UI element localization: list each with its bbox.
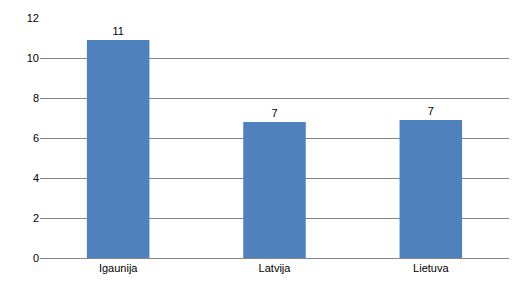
svg-text:4: 4 [33,172,39,184]
svg-text:2: 2 [33,212,39,224]
svg-text:12: 12 [27,12,39,24]
svg-text:7: 7 [428,105,434,117]
svg-text:10: 10 [27,52,39,64]
svg-text:6: 6 [33,132,39,144]
svg-text:7: 7 [271,107,277,119]
svg-text:Latvija: Latvija [259,262,292,274]
svg-text:Lietuva: Lietuva [413,262,449,274]
svg-text:0: 0 [33,252,39,264]
svg-text:11: 11 [112,25,123,37]
svg-text:8: 8 [33,92,39,104]
svg-text:Igaunija: Igaunija [99,262,138,274]
